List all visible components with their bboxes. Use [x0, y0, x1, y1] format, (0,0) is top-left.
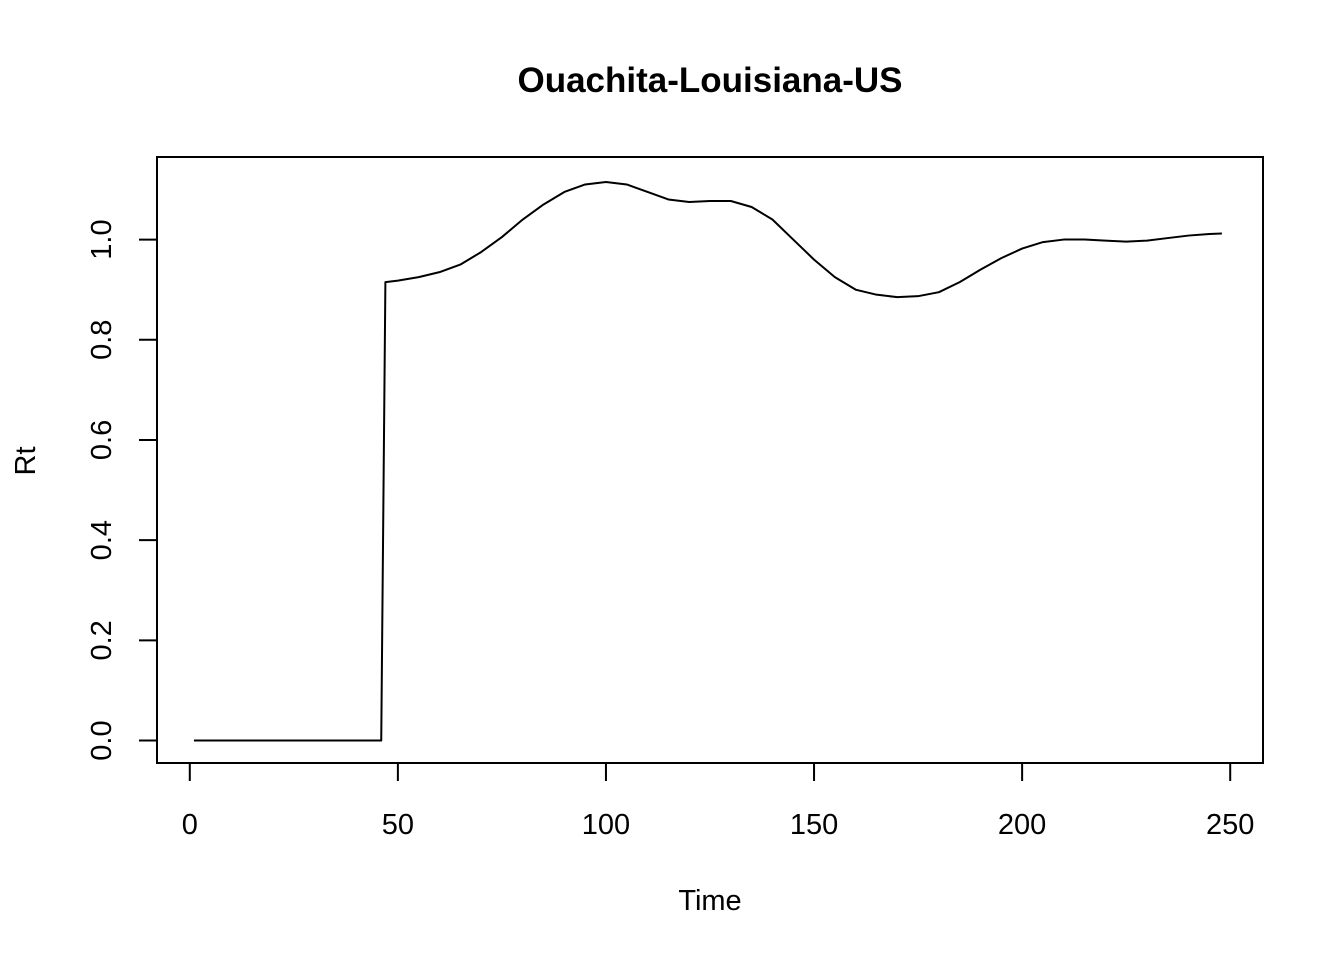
x-tick-label: 250: [1206, 809, 1254, 841]
x-tick-label: 0: [182, 809, 198, 841]
y-tick-label: 1.0: [86, 219, 118, 259]
y-tick-label: 0.6: [86, 420, 118, 460]
y-tick-label: 0.4: [86, 520, 118, 560]
y-tick-label: 0.2: [86, 620, 118, 660]
x-tick-label: 50: [382, 809, 414, 841]
y-axis: 0.0 0.2 0.4 0.6 0.8 1.0: [86, 219, 158, 761]
chart-title: Ouachita-Louisiana-US: [517, 61, 902, 100]
x-axis: 0 50 100 150 200 250: [182, 762, 1254, 841]
y-tick-label: 0.0: [86, 720, 118, 760]
x-tick-label: 200: [998, 809, 1046, 841]
y-axis-label: Rt: [10, 447, 42, 476]
series-line: [193, 180, 1222, 742]
y-tick-label: 0.8: [86, 320, 118, 360]
x-axis-label: Time: [678, 885, 741, 917]
plot-frame: [156, 156, 1264, 764]
x-tick-label: 100: [582, 809, 630, 841]
x-tick-label: 150: [790, 809, 838, 841]
